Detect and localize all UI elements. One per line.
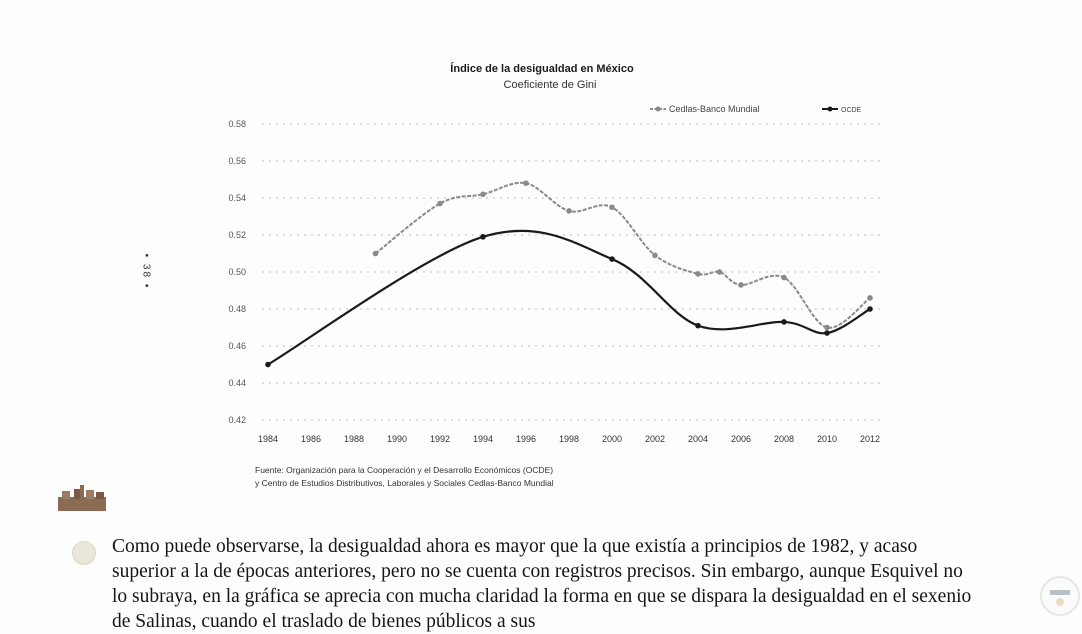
x-tick-label: 1992 [430,434,450,444]
y-tick-label: 0.50 [228,267,246,277]
x-tick-label: 1998 [559,434,579,444]
body-paragraph: Como puede observarse, la desigualdad ah… [112,536,972,632]
logo-caption [56,514,108,528]
data-point [695,271,701,277]
data-point [480,191,486,198]
x-tick-label: 1986 [301,434,321,444]
data-point [716,269,723,275]
data-point [867,295,873,301]
x-tick-label: 1988 [344,434,364,444]
x-axis-ticks: 1984 1986 1988 1990 1992 1994 1996 1998 2000 2002… [258,434,880,444]
page-number: • 38 • [140,253,152,290]
chart-title: Índice de la desigualdad en México [450,63,634,75]
data-point [781,274,787,281]
data-point [523,180,529,186]
series-line [374,181,871,329]
data-point [566,208,572,214]
chart-series [265,180,873,368]
institution-logo-icon [58,485,106,511]
y-tick-label: 0.42 [228,415,246,425]
data-point [480,234,486,240]
y-tick-label: 0.46 [228,341,246,351]
data-point [738,282,744,288]
y-tick-label: 0.48 [228,304,246,314]
x-tick-label: 1984 [258,434,278,444]
seal-icon [72,541,96,565]
data-point [695,322,701,329]
x-tick-label: 2000 [602,434,622,444]
x-tick-label: 2008 [774,434,794,444]
data-point [781,319,787,325]
chart-source: Fuente: Organización para la Cooperación… [255,464,554,490]
x-tick-label: 2004 [688,434,708,444]
source-line-2: y Centro de Estudios Distributivos, Labo… [255,478,554,488]
data-point [609,204,615,211]
y-axis-ticks: 0.58 0.56 0.54 0.52 0.50 0.48 0.46 0.44 0.42 [228,119,246,425]
x-tick-label: 2006 [731,434,751,444]
legend-label: Cedlas-Banco Mundial [669,104,760,114]
x-tick-label: 1996 [516,434,536,444]
chart-gridlines [262,123,880,421]
y-tick-label: 0.58 [228,119,246,129]
data-point [824,330,830,336]
data-point [609,256,615,262]
data-point [824,324,830,331]
x-tick-label: 1994 [473,434,493,444]
data-point [265,361,271,368]
y-tick-label: 0.44 [228,378,246,388]
source-line-1: Fuente: Organización para la Cooperación… [255,465,554,475]
data-point [372,250,379,257]
data-point [867,306,873,312]
series-line [267,229,871,366]
x-tick-label: 2010 [817,434,837,444]
y-tick-label: 0.54 [228,193,246,203]
y-tick-label: 0.52 [228,230,246,240]
data-point [652,252,658,259]
x-tick-label: 2002 [645,434,665,444]
watermark-badge-icon [1040,576,1080,616]
x-tick-label: 1990 [387,434,407,444]
y-tick-label: 0.56 [228,156,246,166]
data-point [437,200,443,207]
gini-line-chart: 0.58 0.56 0.54 0.52 0.50 0.48 0.46 0.44 0.42 198… [228,104,880,444]
x-tick-label: 2012 [860,434,880,444]
legend-label: OCDE [841,107,862,114]
chart-legend: Cedlas-Banco Mundial OCDE [650,104,862,114]
chart-subtitle: Coeficiente de Gini [503,79,597,91]
